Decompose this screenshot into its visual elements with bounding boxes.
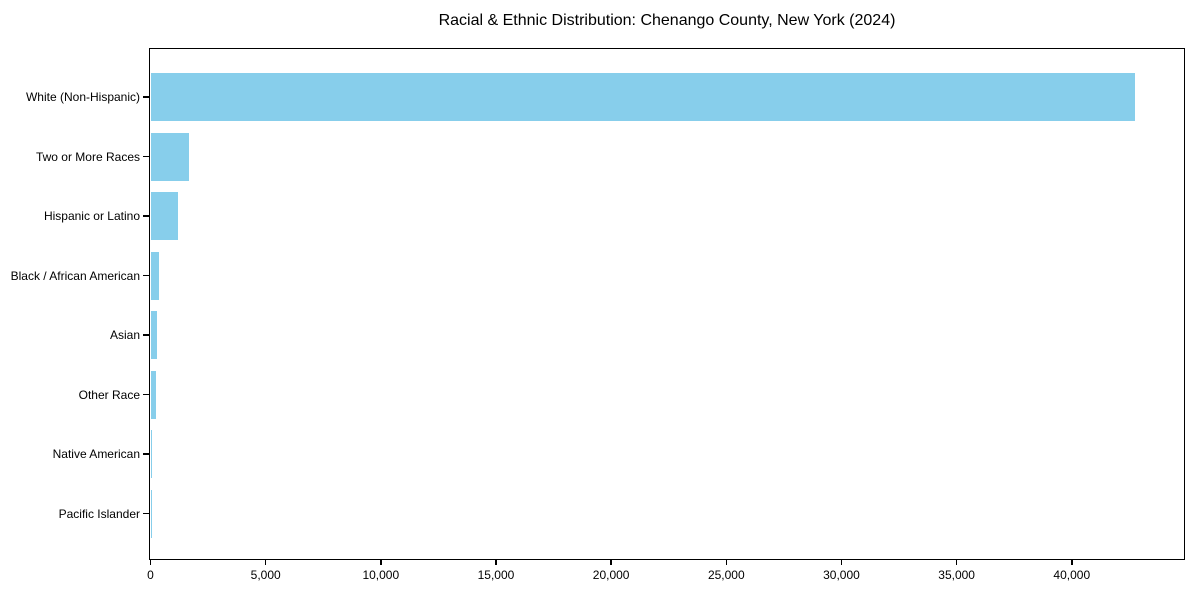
- x-tick-mark: [610, 560, 612, 565]
- x-tick-label: 35,000: [938, 568, 975, 582]
- x-tick-label: 5,000: [250, 568, 281, 582]
- x-tick-mark: [1071, 560, 1073, 565]
- y-tick-label: Other Race: [78, 387, 140, 402]
- x-tick-mark: [264, 560, 267, 565]
- x-tick-label: 30,000: [823, 568, 860, 582]
- y-tick-mark: [143, 96, 149, 98]
- x-tick-mark: [380, 560, 382, 565]
- y-tick-mark: [143, 393, 149, 396]
- bar: [150, 311, 157, 359]
- bar: [150, 132, 189, 181]
- x-tick-label: 20,000: [592, 568, 630, 582]
- y-tick-mark: [143, 274, 149, 277]
- y-tick-mark: [143, 155, 149, 158]
- y-tick-mark: [143, 334, 149, 336]
- bar: [150, 430, 152, 478]
- x-tick-label: 25,000: [707, 568, 745, 582]
- plot-area: [149, 48, 1185, 560]
- x-tick-label: 0: [147, 568, 154, 582]
- chart-title: Racial & Ethnic Distribution: Chenango C…: [438, 12, 896, 29]
- x-tick-label: 10,000: [362, 568, 400, 582]
- x-tick-mark: [955, 560, 958, 565]
- x-tick-mark: [840, 560, 843, 565]
- y-tick-mark: [143, 215, 149, 217]
- y-tick-label: Asian: [109, 328, 140, 342]
- y-tick-label: Hispanic or Latino: [43, 209, 140, 223]
- x-tick-mark: [149, 560, 152, 565]
- y-tick-label: Pacific Islander: [58, 506, 140, 521]
- y-tick-label: Native American: [52, 447, 140, 461]
- x-tick-mark: [495, 560, 497, 565]
- y-tick-mark: [143, 453, 149, 455]
- x-tick-label: 15,000: [477, 568, 515, 582]
- bar: [150, 370, 156, 419]
- y-tick-label: Black / African American: [10, 268, 140, 283]
- bar: [150, 251, 159, 300]
- x-tick-mark: [725, 560, 728, 565]
- bar: [150, 73, 1136, 121]
- bar: [150, 192, 179, 240]
- y-tick-mark: [143, 512, 149, 515]
- y-tick-label: Two or More Races: [35, 149, 140, 164]
- x-tick-label: 40,000: [1053, 568, 1091, 582]
- y-tick-label: White (Non-Hispanic): [25, 90, 140, 104]
